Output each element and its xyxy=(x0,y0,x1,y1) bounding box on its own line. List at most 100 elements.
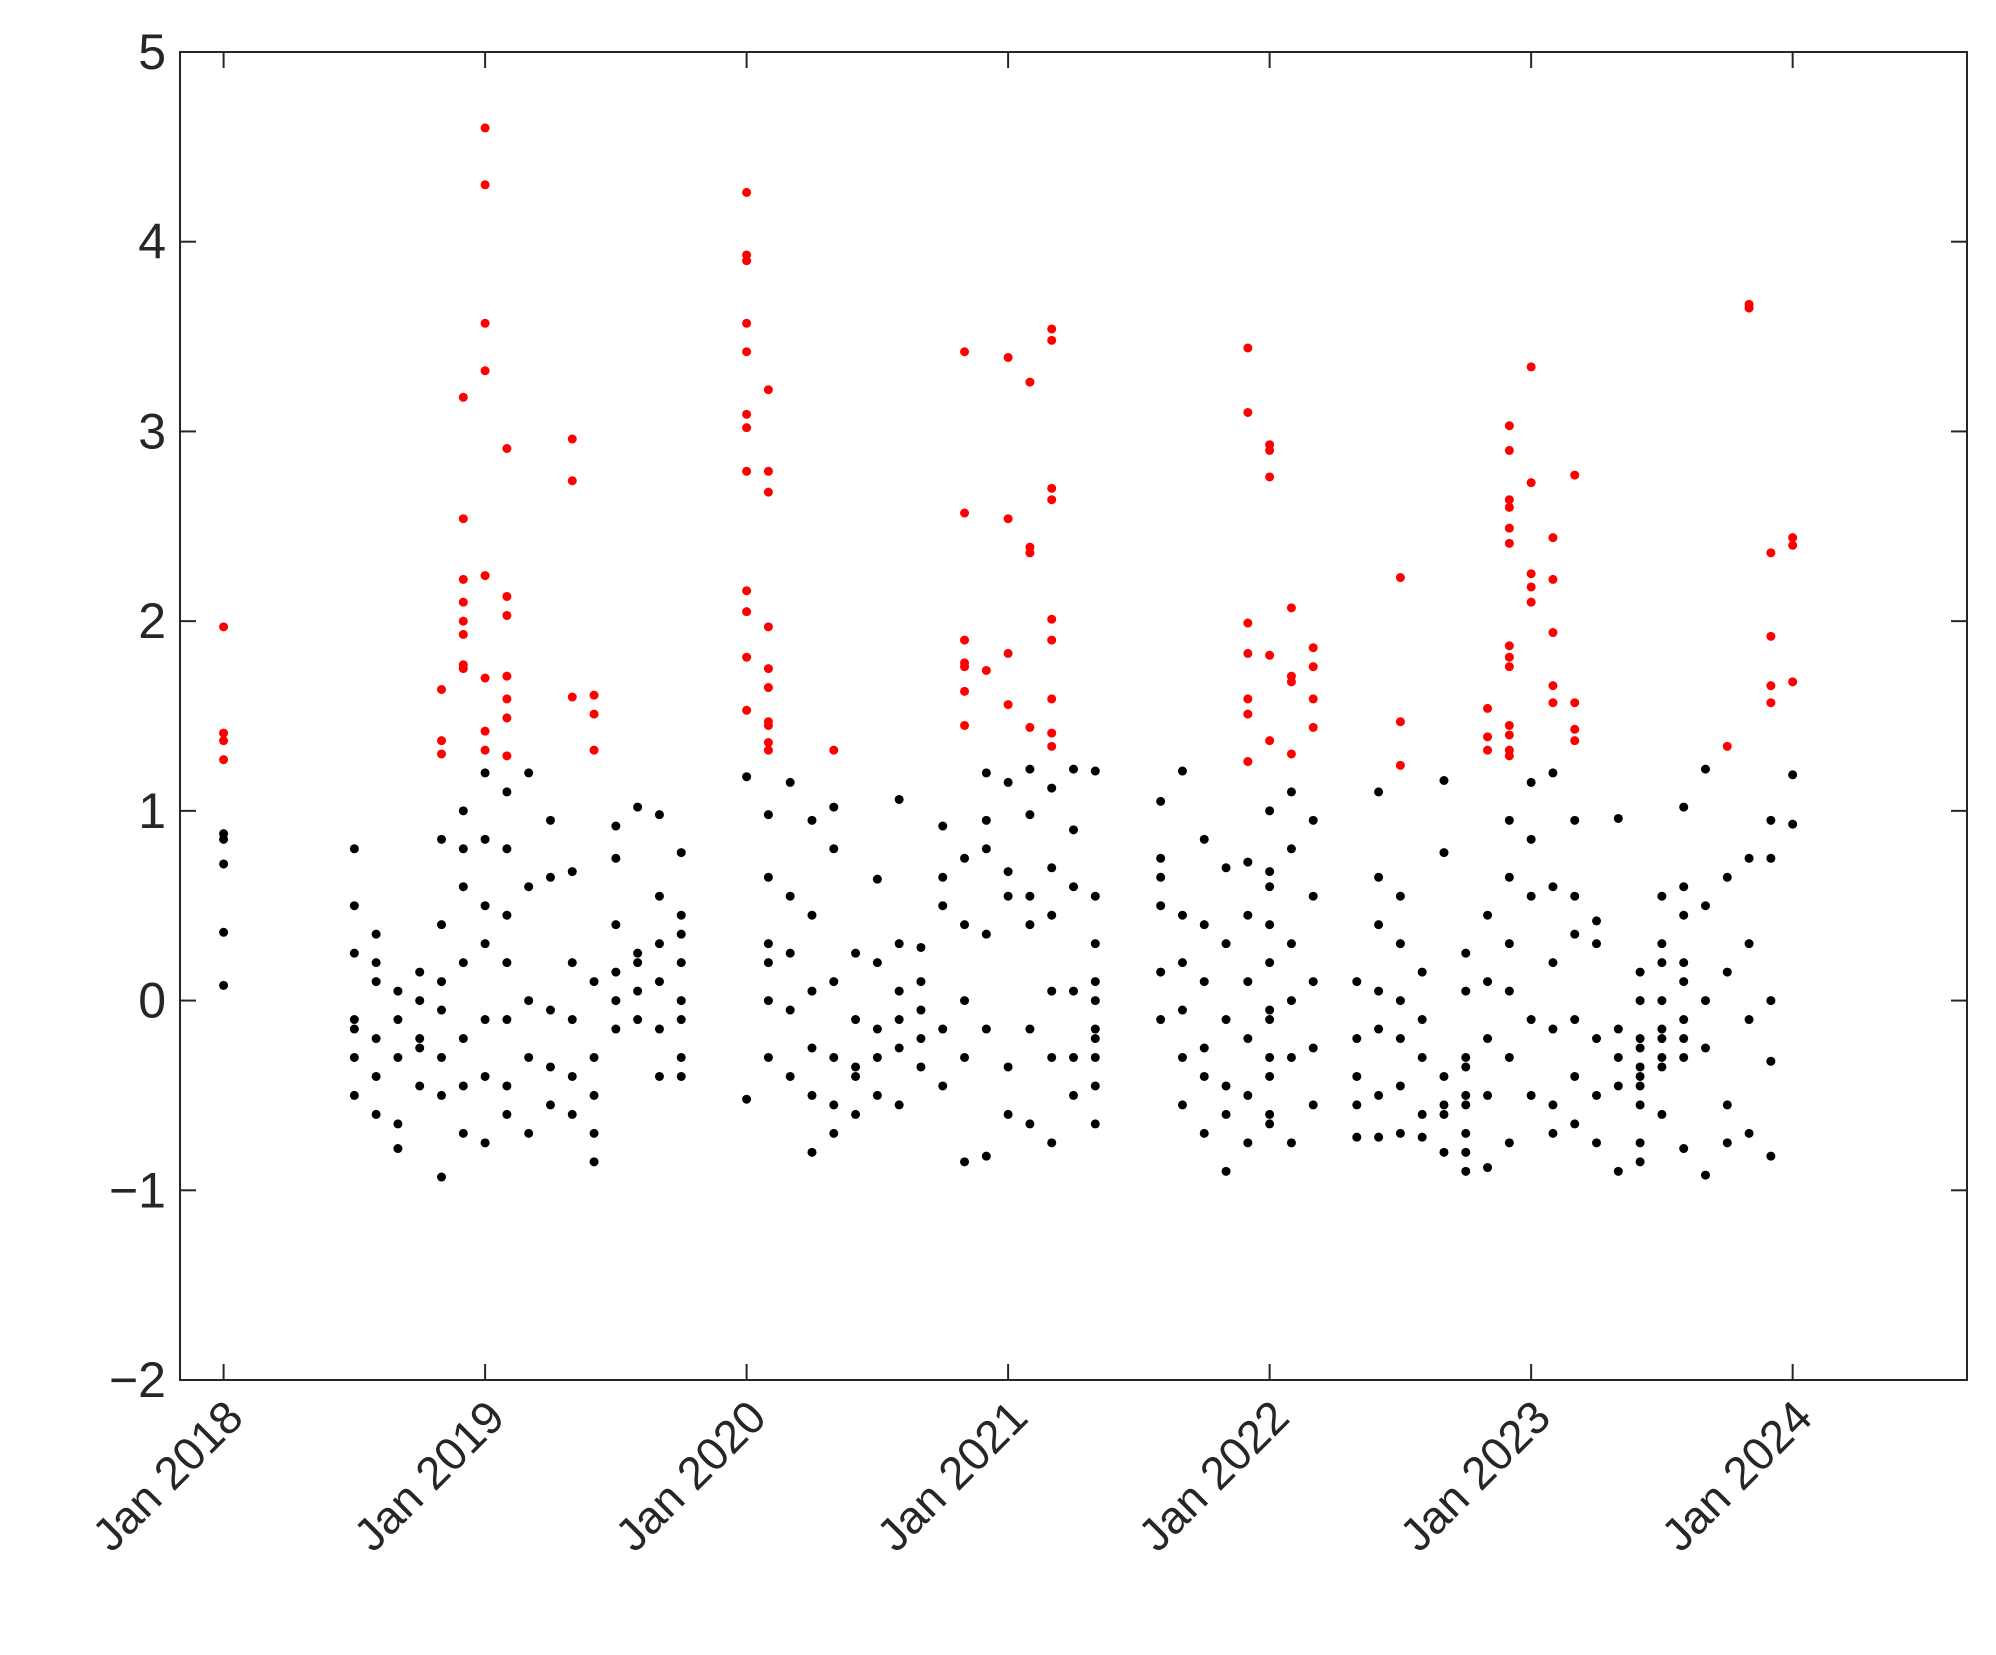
point xyxy=(633,802,643,812)
point xyxy=(1548,768,1558,778)
point xyxy=(219,622,229,632)
point xyxy=(1265,882,1275,892)
point xyxy=(829,1052,839,1062)
point xyxy=(894,1015,904,1025)
point xyxy=(502,958,512,968)
point xyxy=(1286,603,1296,613)
point xyxy=(219,755,229,765)
point xyxy=(437,736,447,746)
point xyxy=(1395,573,1405,583)
point xyxy=(415,967,425,977)
point xyxy=(981,1024,991,1034)
point xyxy=(1657,1052,1667,1062)
point xyxy=(1069,986,1078,996)
point xyxy=(458,574,468,584)
point xyxy=(763,720,773,730)
point xyxy=(1047,1052,1057,1062)
point xyxy=(1003,1109,1013,1119)
point xyxy=(654,891,664,901)
point xyxy=(1265,1119,1275,1129)
point xyxy=(1461,1166,1471,1176)
point xyxy=(589,1052,599,1062)
point xyxy=(502,751,512,761)
point xyxy=(894,794,904,804)
point xyxy=(1461,1062,1471,1072)
point xyxy=(916,1062,926,1072)
point xyxy=(742,586,752,596)
point xyxy=(1025,722,1035,732)
point xyxy=(633,986,643,996)
point xyxy=(1308,662,1318,672)
point xyxy=(1570,1015,1580,1025)
point xyxy=(1308,1043,1318,1053)
point xyxy=(1286,749,1296,759)
point xyxy=(1308,977,1318,987)
point xyxy=(1483,977,1493,987)
point xyxy=(1526,478,1536,488)
point xyxy=(1025,891,1035,901)
point xyxy=(1504,445,1514,455)
point xyxy=(1177,958,1187,968)
point xyxy=(567,958,577,968)
point xyxy=(1286,844,1296,854)
point xyxy=(437,920,447,930)
point xyxy=(480,1071,490,1081)
point xyxy=(1679,1144,1689,1154)
point xyxy=(763,939,773,949)
point xyxy=(1461,1100,1471,1110)
point xyxy=(676,1015,686,1025)
point xyxy=(1374,1024,1384,1034)
point xyxy=(1221,1015,1231,1025)
point xyxy=(1090,1034,1100,1044)
point xyxy=(872,1024,882,1034)
point xyxy=(938,1081,948,1091)
point xyxy=(371,1071,381,1081)
point xyxy=(1483,703,1493,713)
point xyxy=(480,834,490,844)
point xyxy=(1766,698,1776,708)
point xyxy=(567,1015,577,1025)
point xyxy=(742,256,752,266)
point xyxy=(458,616,468,626)
point xyxy=(1635,1043,1645,1053)
point xyxy=(502,787,512,797)
point xyxy=(1352,1071,1362,1081)
point xyxy=(415,1034,425,1044)
point xyxy=(1243,910,1253,920)
point xyxy=(763,622,773,632)
point xyxy=(1156,853,1166,863)
point xyxy=(763,738,773,748)
plot-frame xyxy=(179,51,1968,1381)
point xyxy=(851,1109,861,1119)
point xyxy=(763,745,773,755)
point xyxy=(829,1128,839,1138)
point xyxy=(654,1071,664,1081)
point xyxy=(393,986,403,996)
point xyxy=(1308,643,1318,653)
point xyxy=(981,665,991,675)
point xyxy=(1744,1015,1754,1025)
point xyxy=(1439,1071,1449,1081)
point xyxy=(1308,1100,1318,1110)
point xyxy=(1744,1128,1754,1138)
point xyxy=(1265,867,1275,877)
point xyxy=(1090,766,1100,776)
point xyxy=(807,815,817,825)
point xyxy=(1504,421,1514,431)
point xyxy=(763,1052,773,1062)
point xyxy=(1090,1081,1100,1091)
point xyxy=(1504,538,1514,548)
point xyxy=(763,958,773,968)
point xyxy=(1265,1109,1275,1119)
point xyxy=(545,815,555,825)
point xyxy=(480,726,490,736)
point xyxy=(393,1015,403,1025)
point xyxy=(458,844,468,854)
point xyxy=(938,901,948,911)
point xyxy=(415,996,425,1006)
point xyxy=(1374,986,1384,996)
point xyxy=(1548,681,1558,691)
point xyxy=(1635,967,1645,977)
point xyxy=(1156,901,1166,911)
